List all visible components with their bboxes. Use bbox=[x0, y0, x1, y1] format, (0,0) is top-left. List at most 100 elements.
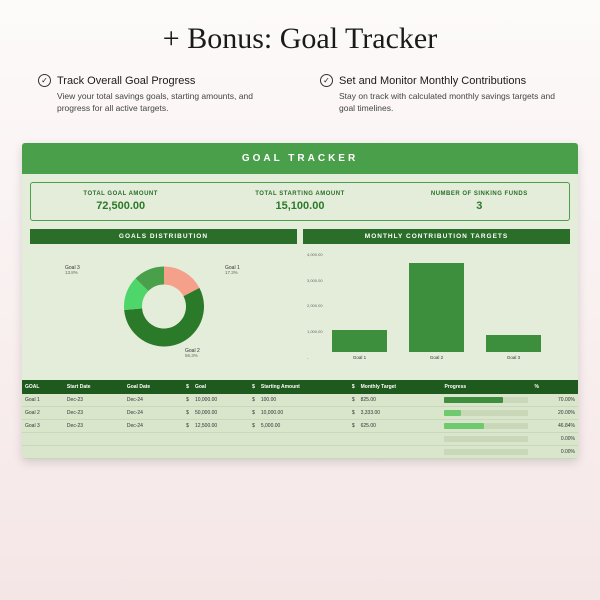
table-cell bbox=[183, 445, 192, 458]
summary-row: TOTAL GOAL AMOUNT 72,500.00 TOTAL STARTI… bbox=[30, 182, 570, 221]
table-cell: Goal 2 bbox=[22, 406, 64, 419]
table-cell bbox=[258, 432, 349, 445]
table-cell bbox=[124, 432, 183, 445]
table-cell bbox=[441, 394, 531, 407]
table-cell bbox=[192, 445, 249, 458]
table-header: Progress bbox=[441, 380, 531, 394]
bar-item: Goal 3 bbox=[479, 335, 548, 360]
table-cell bbox=[249, 445, 258, 458]
table-cell: 5,000.00 bbox=[258, 419, 349, 432]
summary-label: NUMBER OF SINKING FUNDS bbox=[394, 191, 565, 197]
bar-chart: Goal 1 Goal 2 Goal 3 bbox=[303, 244, 570, 374]
goals-table: GOALStart DateGoal Date$Goal$Starting Am… bbox=[22, 380, 578, 459]
bar-chart-panel: MONTHLY CONTRIBUTION TARGETS 4,000.003,0… bbox=[303, 229, 570, 374]
table-cell: Dec-23 bbox=[64, 406, 124, 419]
table-row: Goal 1Dec-23Dec-24$10,000.00$100.00$825.… bbox=[22, 394, 578, 407]
bar-item: Goal 1 bbox=[325, 330, 394, 360]
table-cell: $ bbox=[349, 419, 358, 432]
table-cell bbox=[349, 432, 358, 445]
donut-chart bbox=[114, 256, 214, 361]
table-cell: 0.00% bbox=[531, 432, 578, 445]
table-cell: $ bbox=[249, 419, 258, 432]
check-icon: ✓ bbox=[38, 74, 51, 87]
table-cell: 12,500.00 bbox=[192, 419, 249, 432]
table-cell: Dec-24 bbox=[124, 406, 183, 419]
summary-card: NUMBER OF SINKING FUNDS 3 bbox=[390, 183, 569, 220]
table-header: $ bbox=[349, 380, 358, 394]
table-cell bbox=[124, 445, 183, 458]
table-cell bbox=[441, 445, 531, 458]
table-header: $ bbox=[249, 380, 258, 394]
table-cell bbox=[22, 432, 64, 445]
feature-desc: View your total savings goals, starting … bbox=[38, 91, 280, 115]
summary-value: 15,100.00 bbox=[214, 200, 385, 212]
table-cell bbox=[22, 445, 64, 458]
table-cell: $ bbox=[183, 394, 192, 407]
table-cell: 825.00 bbox=[358, 394, 442, 407]
table-cell: $ bbox=[349, 394, 358, 407]
table-cell bbox=[192, 432, 249, 445]
slice-label: Goal 256.3% bbox=[185, 349, 200, 360]
table-cell: $ bbox=[249, 394, 258, 407]
summary-label: TOTAL GOAL AMOUNT bbox=[35, 191, 206, 197]
table-cell: 20.00% bbox=[531, 406, 578, 419]
table-cell: 46.84% bbox=[531, 419, 578, 432]
table-cell: 50,000.00 bbox=[192, 406, 249, 419]
summary-card: TOTAL STARTING AMOUNT 15,100.00 bbox=[210, 183, 389, 220]
table-cell: 70.00% bbox=[531, 394, 578, 407]
table-row: 0.00% bbox=[22, 432, 578, 445]
table-cell: $ bbox=[183, 419, 192, 432]
table-row: Goal 3Dec-23Dec-24$12,500.00$5,000.00$62… bbox=[22, 419, 578, 432]
bar-label: Goal 3 bbox=[507, 355, 520, 360]
table-cell bbox=[249, 432, 258, 445]
table-cell: $ bbox=[249, 406, 258, 419]
bar-label: Goal 2 bbox=[430, 355, 443, 360]
table-cell: Dec-23 bbox=[64, 419, 124, 432]
table-header: Start Date bbox=[64, 380, 124, 394]
summary-card: TOTAL GOAL AMOUNT 72,500.00 bbox=[31, 183, 210, 220]
table-cell bbox=[64, 445, 124, 458]
table-cell bbox=[258, 445, 349, 458]
feature-item: ✓ Track Overall Goal Progress View your … bbox=[38, 74, 280, 115]
table-header: $ bbox=[183, 380, 192, 394]
summary-label: TOTAL STARTING AMOUNT bbox=[214, 191, 385, 197]
table-cell: Dec-24 bbox=[124, 394, 183, 407]
chart-title: MONTHLY CONTRIBUTION TARGETS bbox=[303, 229, 570, 244]
summary-value: 3 bbox=[394, 200, 565, 212]
feature-title: Track Overall Goal Progress bbox=[57, 75, 195, 87]
donut-chart-panel: GOALS DISTRIBUTION Goal 117.3% Goal 256.3… bbox=[30, 229, 297, 374]
tracker-header: GOAL TRACKER bbox=[22, 143, 578, 174]
table-header: Goal Date bbox=[124, 380, 183, 394]
table-cell bbox=[441, 432, 531, 445]
summary-value: 72,500.00 bbox=[35, 200, 206, 212]
bar bbox=[332, 330, 387, 352]
chart-title: GOALS DISTRIBUTION bbox=[30, 229, 297, 244]
table-header: GOAL bbox=[22, 380, 64, 394]
table-cell bbox=[183, 432, 192, 445]
bar bbox=[486, 335, 541, 352]
table-cell: 3,333.00 bbox=[358, 406, 442, 419]
feature-desc: Stay on track with calculated monthly sa… bbox=[320, 91, 562, 115]
table-cell: Goal 1 bbox=[22, 394, 64, 407]
slice-label: Goal 313.8% bbox=[65, 266, 80, 277]
table-cell: 0.00% bbox=[531, 445, 578, 458]
table-cell: 10,000.00 bbox=[192, 394, 249, 407]
table-cell bbox=[441, 406, 531, 419]
feature-item: ✓ Set and Monitor Monthly Contributions … bbox=[320, 74, 562, 115]
table-cell bbox=[64, 432, 124, 445]
feature-row: ✓ Track Overall Goal Progress View your … bbox=[0, 74, 600, 135]
bar bbox=[409, 263, 464, 351]
table-cell: Goal 3 bbox=[22, 419, 64, 432]
tracker-app: GOAL TRACKER TOTAL GOAL AMOUNT 72,500.00… bbox=[22, 143, 578, 459]
table-cell: Dec-23 bbox=[64, 394, 124, 407]
table-header: Monthly Target bbox=[358, 380, 442, 394]
page-title: + Bonus: Goal Tracker bbox=[0, 0, 600, 74]
bar-label: Goal 1 bbox=[353, 355, 366, 360]
table-header: Goal bbox=[192, 380, 249, 394]
table-cell bbox=[358, 432, 442, 445]
table-cell bbox=[349, 445, 358, 458]
table-row: Goal 2Dec-23Dec-24$50,000.00$10,000.00$3… bbox=[22, 406, 578, 419]
table-cell bbox=[358, 445, 442, 458]
table-header: % bbox=[531, 380, 578, 394]
slice-label: Goal 117.3% bbox=[225, 266, 240, 277]
